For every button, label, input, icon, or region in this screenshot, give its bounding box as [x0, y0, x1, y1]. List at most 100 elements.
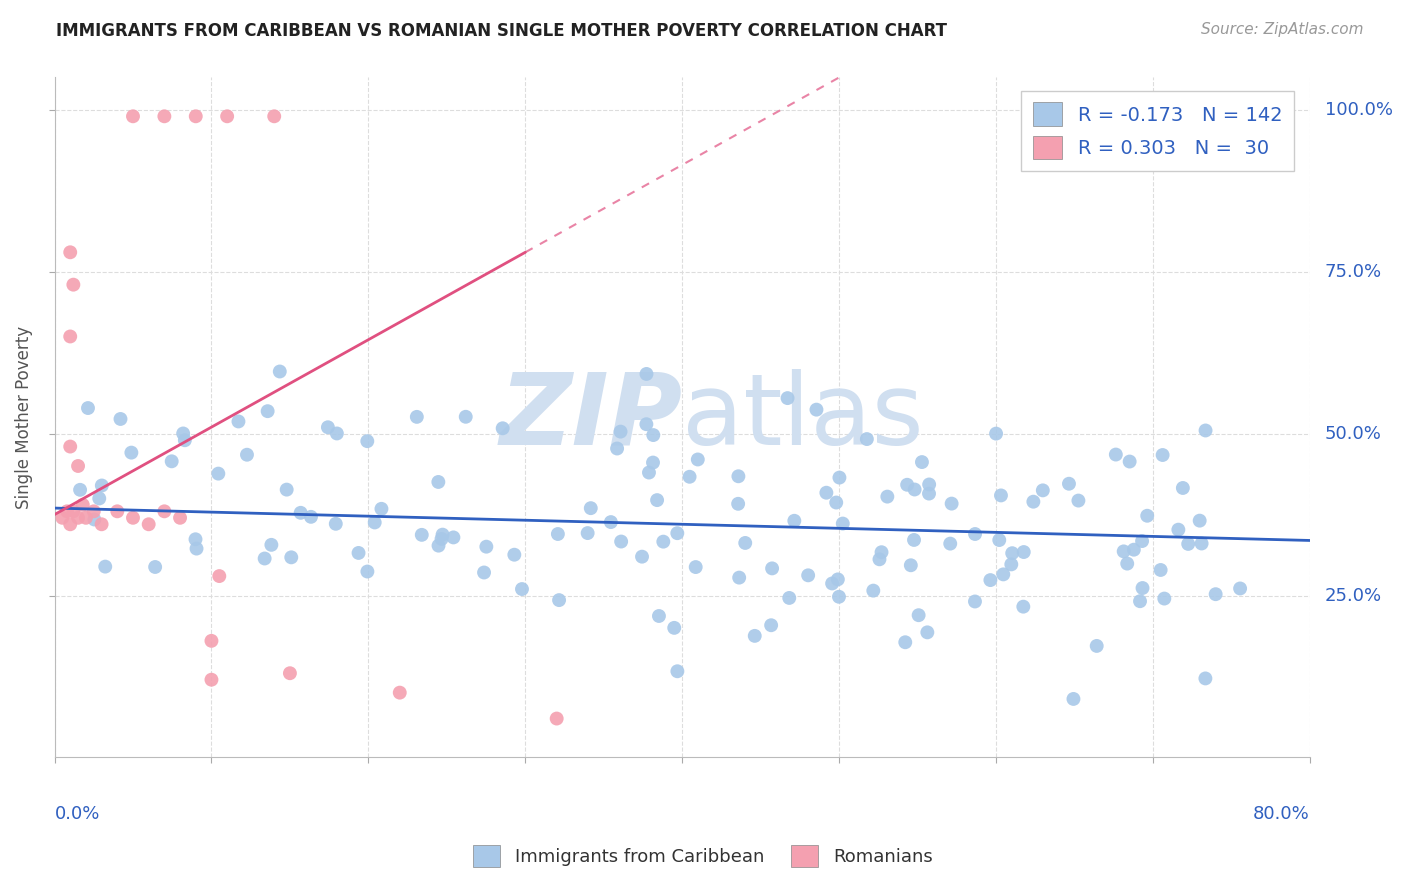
Point: [290, 506, 312, 520]
Point: [1012, 599, 1035, 614]
Point: [122, 109, 145, 123]
Point: [186, 541, 208, 556]
Point: [778, 591, 800, 605]
Point: [797, 568, 820, 582]
Text: 0.0%: 0.0%: [55, 805, 100, 823]
Point: [59, 245, 82, 260]
Point: [316, 420, 339, 434]
Point: [326, 426, 349, 441]
Point: [430, 532, 453, 546]
Point: [641, 456, 664, 470]
Point: [825, 495, 848, 509]
Point: [610, 534, 633, 549]
Point: [90, 517, 112, 532]
Point: [89, 491, 111, 506]
Point: [815, 485, 838, 500]
Point: [260, 538, 283, 552]
Point: [208, 569, 231, 583]
Point: [894, 635, 917, 649]
Point: [727, 469, 749, 483]
Point: [576, 526, 599, 541]
Point: [200, 633, 222, 648]
Point: [1191, 536, 1213, 550]
Point: [207, 467, 229, 481]
Point: [75, 510, 97, 524]
Point: [236, 448, 259, 462]
Point: [728, 571, 751, 585]
Point: [993, 567, 1015, 582]
Point: [120, 445, 142, 459]
Point: [666, 665, 689, 679]
Point: [427, 539, 450, 553]
Point: [263, 109, 285, 123]
Point: [200, 673, 222, 687]
Point: [546, 712, 568, 726]
Point: [173, 434, 195, 448]
Point: [1001, 546, 1024, 560]
Point: [631, 549, 654, 564]
Text: ZIP: ZIP: [499, 369, 682, 466]
Point: [1000, 558, 1022, 572]
Point: [547, 527, 569, 541]
Point: [160, 454, 183, 468]
Point: [59, 440, 82, 454]
Point: [903, 533, 925, 547]
Point: [990, 488, 1012, 502]
Text: 25.0%: 25.0%: [1324, 587, 1382, 605]
Point: [599, 515, 621, 529]
Point: [862, 583, 884, 598]
Point: [1118, 454, 1140, 468]
Point: [1129, 594, 1152, 608]
Point: [276, 483, 298, 497]
Point: [472, 566, 495, 580]
Point: [83, 504, 105, 518]
Point: [172, 426, 194, 441]
Point: [388, 686, 411, 700]
Text: 80.0%: 80.0%: [1253, 805, 1310, 823]
Text: 50.0%: 50.0%: [1324, 425, 1382, 442]
Point: [253, 551, 276, 566]
Point: [1132, 581, 1154, 595]
Point: [907, 608, 929, 623]
Point: [143, 560, 166, 574]
Point: [988, 533, 1011, 547]
Point: [1062, 692, 1084, 706]
Point: [153, 109, 176, 123]
Point: [67, 510, 90, 524]
Point: [138, 517, 160, 532]
Point: [228, 414, 250, 428]
Point: [427, 475, 450, 489]
Point: [72, 498, 94, 512]
Point: [876, 490, 898, 504]
Point: [77, 401, 100, 415]
Point: [1171, 481, 1194, 495]
Point: [122, 510, 145, 524]
Point: [1105, 448, 1128, 462]
Point: [454, 409, 477, 424]
Point: [1194, 672, 1216, 686]
Text: 100.0%: 100.0%: [1324, 101, 1393, 119]
Point: [828, 470, 851, 484]
Point: [984, 426, 1007, 441]
Point: [67, 458, 90, 473]
Point: [939, 536, 962, 550]
Point: [856, 432, 879, 446]
Point: [1112, 544, 1135, 558]
Point: [776, 391, 799, 405]
Point: [904, 483, 927, 497]
Point: [870, 545, 893, 559]
Point: [278, 666, 301, 681]
Point: [405, 409, 427, 424]
Legend: Immigrants from Caribbean, Romanians: Immigrants from Caribbean, Romanians: [467, 838, 939, 874]
Point: [184, 533, 207, 547]
Point: [727, 497, 749, 511]
Point: [744, 629, 766, 643]
Point: [510, 582, 533, 596]
Point: [1177, 537, 1199, 551]
Point: [1229, 582, 1251, 596]
Point: [645, 493, 668, 508]
Point: [638, 466, 661, 480]
Point: [299, 509, 322, 524]
Point: [896, 477, 918, 491]
Point: [666, 526, 689, 541]
